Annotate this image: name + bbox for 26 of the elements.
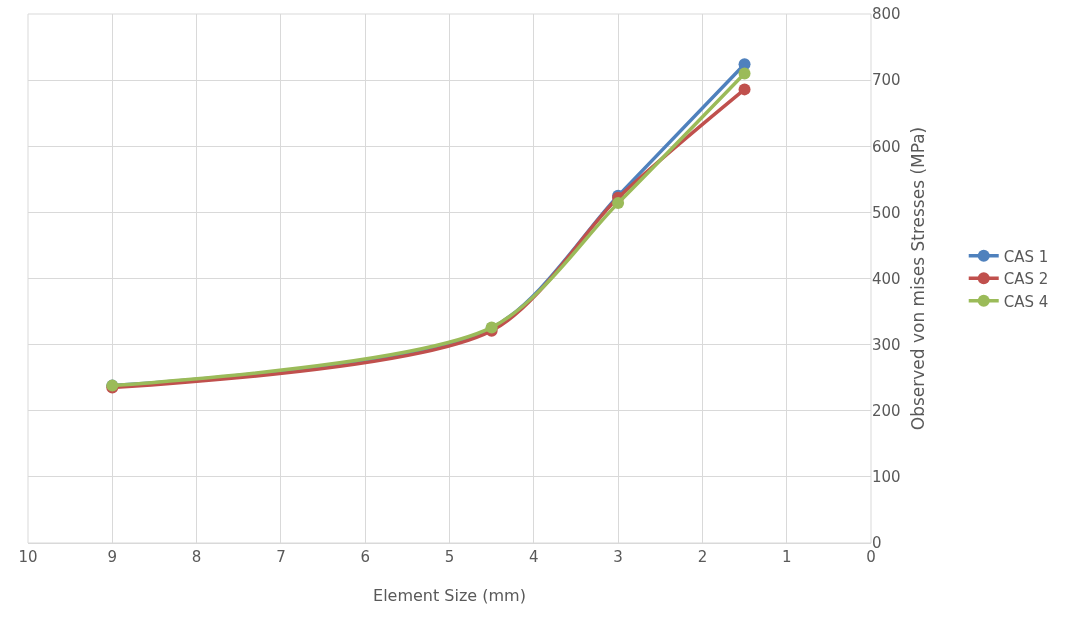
x-tick-label: 6 [360, 548, 370, 566]
y-tick-label: 200 [872, 402, 901, 420]
y-axis-title: Observed von mises Stresses (MPa) [907, 126, 928, 431]
x-tick-label: 4 [529, 548, 539, 566]
point [612, 197, 625, 210]
point [738, 67, 751, 80]
y-tick-label: 600 [872, 137, 901, 156]
y-tick-label: 300 [872, 335, 901, 354]
x-tick-label: 10 [18, 548, 38, 566]
x-tick-label: 3 [613, 548, 623, 566]
y-tick-label: 100 [872, 468, 901, 487]
x-tick-label: 9 [107, 548, 118, 566]
legend-label: CAS 2 [1003, 270, 1049, 289]
y-tick-label: 800 [872, 5, 901, 24]
x-tick-label: 5 [444, 548, 455, 566]
point [738, 83, 751, 96]
legend-label: CAS 4 [1003, 292, 1049, 311]
y-tick-label: 700 [872, 71, 901, 90]
x-tick-label: 8 [191, 548, 202, 566]
x-tick-label: 2 [697, 548, 708, 566]
y-tick-label: 400 [872, 269, 901, 288]
y-tick-label: 500 [872, 203, 901, 222]
legend-label: CAS 1 [1003, 247, 1049, 266]
x-tick-label: 7 [276, 548, 286, 566]
x-axis-title: Element Size (mm) [373, 586, 526, 605]
x-tick-label: 1 [781, 548, 792, 566]
